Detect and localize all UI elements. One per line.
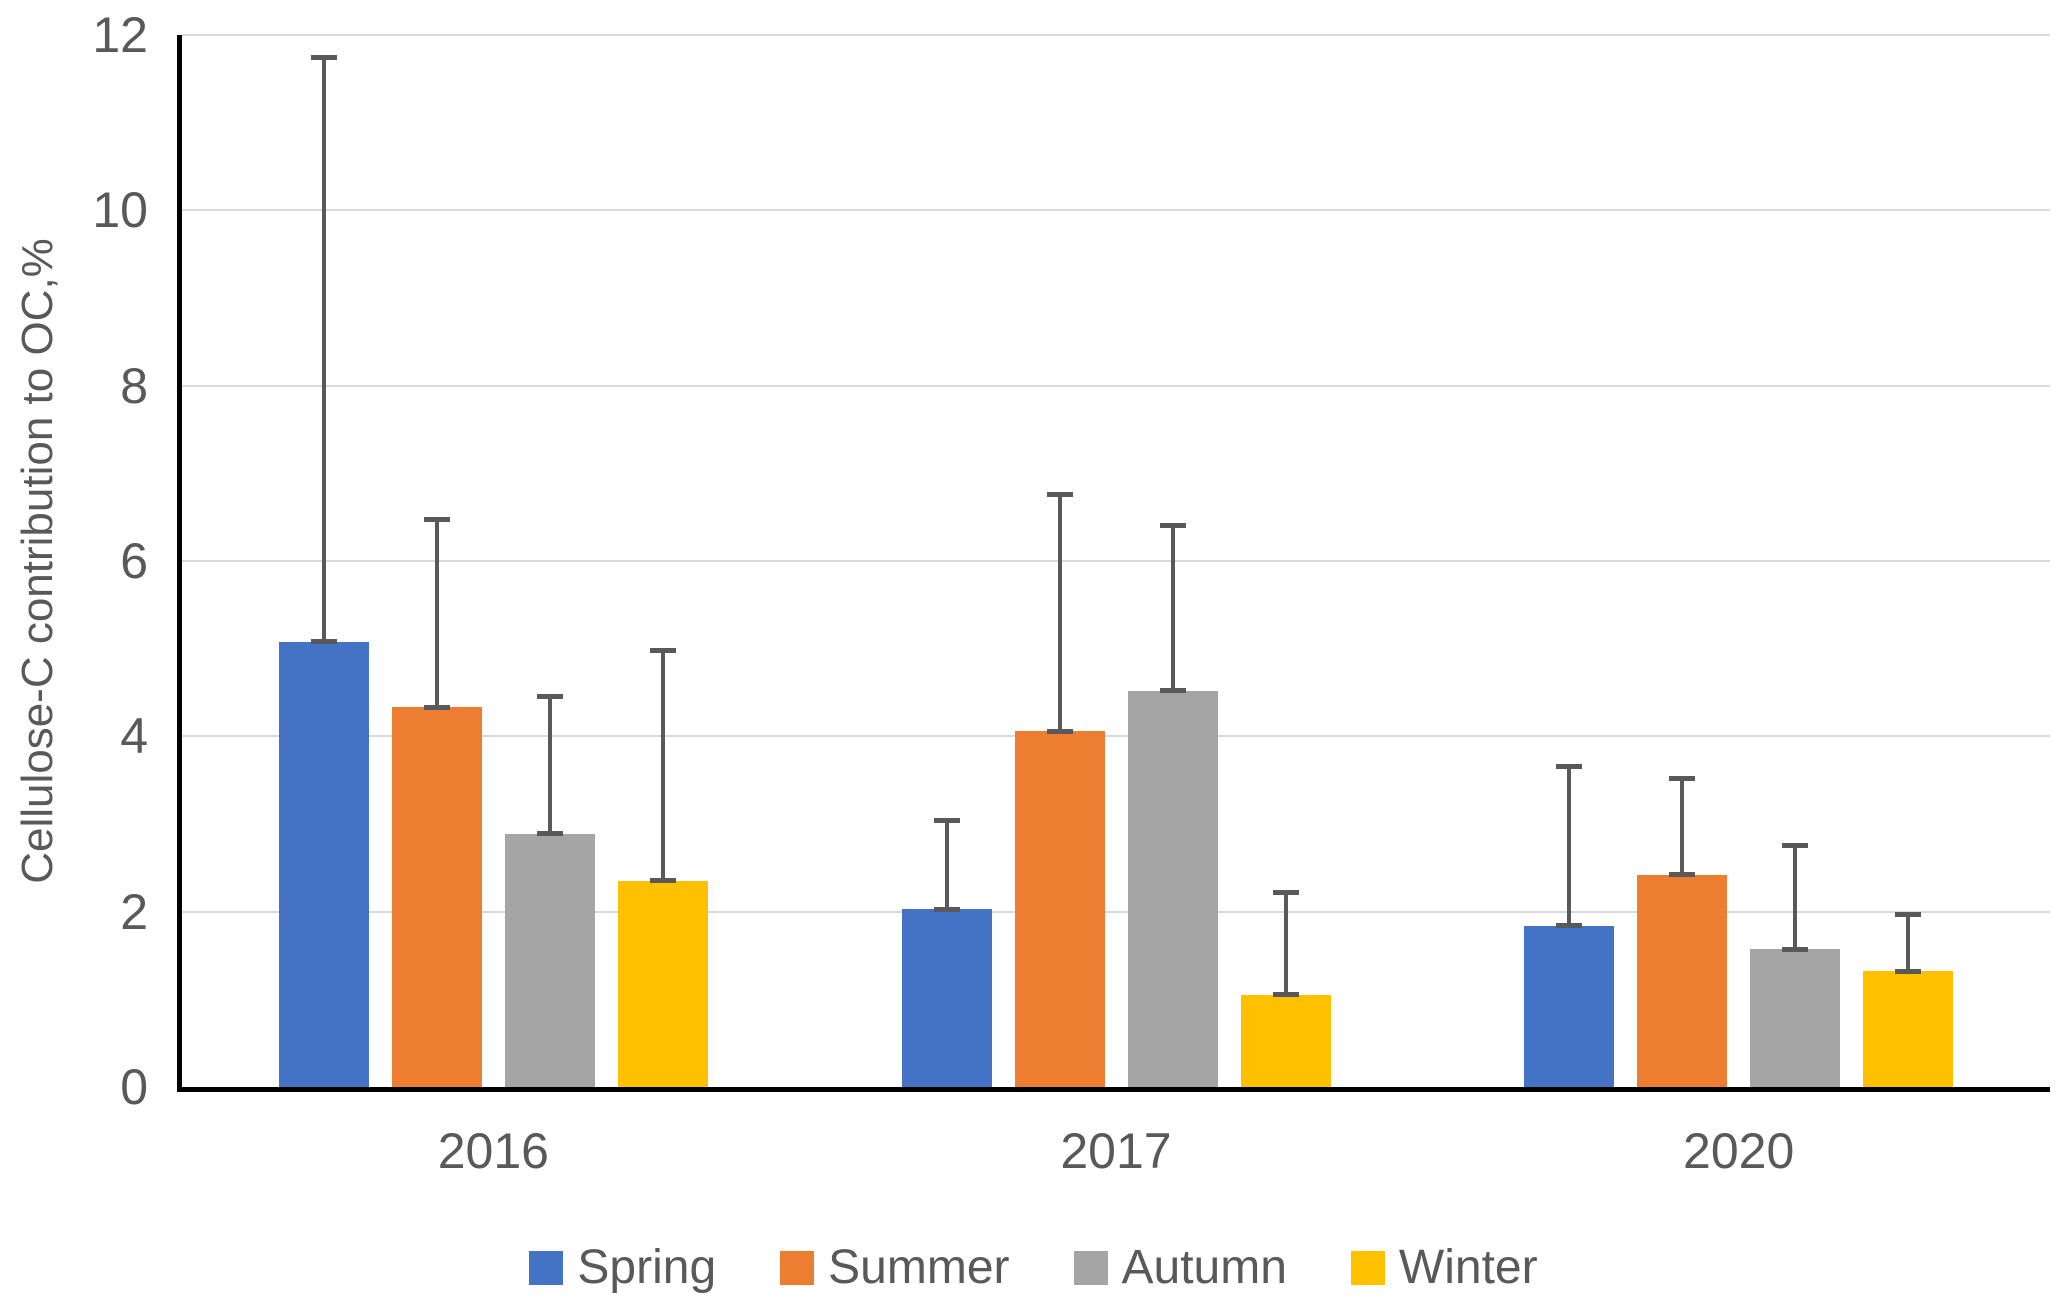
plot-area [182,34,2050,1087]
error-cap-bottom-winter-2016 [649,878,676,884]
legend-swatch-autumn [1073,1250,1108,1285]
y-tick-label-8: 8 [120,357,148,414]
error-cap-bottom-autumn-2020 [1782,946,1809,952]
gridline-y-10 [182,209,2050,212]
error-cap-top-summer-2016 [423,517,450,523]
error-cap-bottom-spring-2017 [933,906,960,912]
error-cap-top-winter-2020 [1895,911,1922,917]
error-cap-top-winter-2017 [1272,889,1299,895]
legend-item-spring: Spring [529,1240,716,1295]
error-cap-bottom-summer-2017 [1046,728,1073,734]
gridline-y-2 [182,910,2050,913]
y-axis-line [177,35,182,1092]
error-bar-summer-2016 [434,519,439,708]
error-bar-summer-2017 [1057,494,1062,732]
x-axis-label-2020: 2020 [1683,1123,1795,1179]
error-bar-autumn-2020 [1793,845,1798,950]
legend-swatch-summer [780,1250,815,1285]
bar-summer-2016 [391,707,482,1087]
legend-label-spring: Spring [577,1241,717,1294]
error-cap-bottom-autumn-2016 [536,831,563,837]
error-cap-top-spring-2017 [933,817,960,823]
legend-item-autumn: Autumn [1073,1240,1287,1295]
bar-summer-2017 [1014,731,1105,1087]
bar-autumn-2017 [1127,690,1218,1087]
error-cap-top-autumn-2020 [1782,842,1809,848]
bar-spring-2017 [901,909,992,1087]
error-cap-top-spring-2020 [1556,763,1583,769]
legend: Spring Summer Autumn Winter [0,1240,2067,1295]
error-cap-bottom-summer-2016 [423,704,450,710]
gridline-y-4 [182,735,2050,738]
legend-label-summer: Summer [828,1241,1010,1294]
x-axis-label-2016: 2016 [437,1123,549,1179]
legend-item-winter: Winter [1350,1240,1538,1295]
y-tick-label-0: 0 [120,1059,148,1115]
error-cap-top-autumn-2017 [1159,523,1186,529]
error-cap-top-summer-2017 [1046,491,1073,497]
legend-swatch-winter [1350,1250,1385,1285]
error-bar-winter-2020 [1906,914,1911,972]
error-cap-bottom-summer-2020 [1669,872,1696,878]
error-bar-autumn-2017 [1170,525,1175,691]
bar-winter-2020 [1863,971,1954,1087]
error-cap-bottom-spring-2016 [310,639,337,645]
legend-item-summer: Summer [780,1240,1010,1295]
bar-autumn-2020 [1750,949,1841,1087]
error-cap-bottom-autumn-2017 [1159,688,1186,694]
error-cap-bottom-winter-2017 [1272,992,1299,998]
error-cap-bottom-winter-2020 [1895,968,1922,974]
error-cap-top-spring-2016 [310,55,337,61]
x-axis-label-2017: 2017 [1060,1123,1172,1179]
bar-autumn-2016 [504,833,595,1087]
y-tick-label-6: 6 [120,533,148,589]
error-cap-top-summer-2020 [1669,775,1696,781]
error-bar-spring-2016 [321,57,326,642]
error-cap-top-autumn-2016 [536,693,563,699]
x-axis-line [177,1087,2050,1092]
bar-winter-2016 [617,880,708,1087]
gridline-y-6 [182,560,2050,562]
error-bar-autumn-2016 [547,696,552,834]
error-cap-top-winter-2016 [649,647,676,653]
error-bar-winter-2016 [660,650,665,881]
bar-winter-2017 [1240,994,1331,1087]
gridline-y-12 [182,34,2050,36]
bar-spring-2016 [278,641,369,1087]
y-tick-label-10: 10 [92,182,148,239]
gridline-y-8 [182,384,2050,387]
legend-label-winter: Winter [1398,1241,1538,1294]
error-bar-spring-2020 [1567,766,1572,926]
y-tick-label-12: 12 [92,7,148,63]
error-bar-spring-2017 [944,820,949,910]
bar-summer-2020 [1637,874,1728,1087]
legend-label-autumn: Autumn [1121,1241,1287,1294]
error-bar-winter-2017 [1283,892,1288,995]
bar-spring-2020 [1524,925,1615,1087]
legend-swatch-spring [529,1250,564,1285]
y-tick-label-2: 2 [120,883,148,940]
error-cap-bottom-spring-2020 [1556,923,1583,929]
y-tick-label-4: 4 [120,708,148,765]
error-bar-summer-2020 [1680,778,1685,875]
